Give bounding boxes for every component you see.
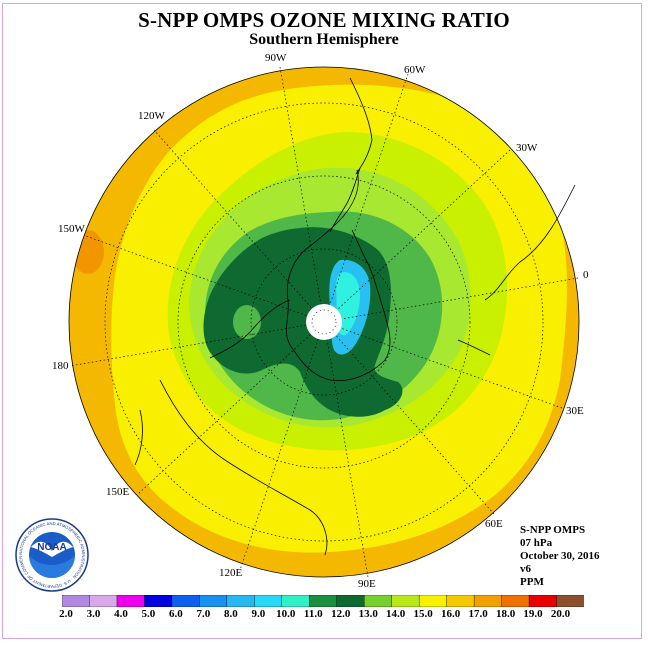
color-bar-swatch [528,595,558,607]
lon-label-0: 0 [583,269,589,281]
color-bar-label: 20.0 [550,608,571,620]
color-bar-label: 7.0 [196,608,211,620]
color-bar-label: 19.0 [523,608,543,620]
color-bar-label: 8.0 [223,608,238,620]
color-bar-swatch [226,595,255,607]
color-bar-swatch [171,595,200,607]
antarctic-peninsula [329,167,361,233]
color-bar-swatch [144,595,173,607]
color-bar-label: 3.0 [86,608,101,620]
lon-label-150w: 150W [58,223,85,235]
color-bar-swatch [254,595,283,607]
color-bar-label: 11.0 [303,608,323,620]
color-bar-label: 12.0 [331,608,351,620]
page-subtitle: Southern Hemisphere [249,31,399,48]
lon-label-30e: 30E [566,405,584,417]
color-bar-swatch [199,595,228,607]
color-bar-label: 10.0 [276,608,296,620]
info-instrument: S-NPP OMPS [520,524,586,536]
color-bar-label: 4.0 [114,608,128,620]
meridian-60w-120e [239,73,409,571]
color-bar-swatch [89,595,118,607]
lon-label-150e: 150E [106,486,130,498]
color-bar-swatch [391,595,420,607]
color-bar-swatch [446,595,475,607]
color-bar [62,595,584,607]
antarctica-coast [209,169,391,382]
color-bar-label: 14.0 [386,608,406,620]
color-bar-swatch [473,595,503,607]
latitude-circle-3 [104,102,544,542]
australia-coast [159,379,328,556]
cyan-region [336,272,360,336]
color-bar-swatch [556,595,584,607]
polar-hole-dots [311,309,337,335]
color-bar-swatch [62,595,90,607]
color-bar-label: 15.0 [413,608,433,620]
latitude-circle-2 [177,175,471,469]
color-bar-labels: 2.0 3.0 4.0 5.0 6.0 7.0 8.0 9.0 10.0 11.0 12.0 13.0… [0,608,648,624]
color-bar-label: 5.0 [141,608,156,620]
color-bar-label: 2.0 [59,608,73,620]
lon-label-180: 180 [52,360,69,372]
noaa-logo: NATIONAL OCEANIC AND ATMOSPHERIC ADMINIS… [14,517,89,592]
info-block: S-NPP OMPS 07 hPa October 30, 2016 v6 PP… [520,524,600,589]
new-zealand-coast [134,409,143,466]
green-inner-patch [233,305,261,339]
polar-data-hole [306,304,342,340]
color-bar-label: 6.0 [169,608,183,620]
latitude-circle-1 [250,248,398,396]
lon-label-60w: 60W [404,64,426,76]
info-level: 07 hPa [520,537,553,549]
color-bar-swatch [309,595,338,607]
page-title: S-NPP OMPS OZONE MIXING RATIO [138,8,510,32]
image-frame [2,3,642,639]
island-coast [457,339,491,356]
info-date: October 30, 2016 [520,550,600,562]
color-bar-label: 13.0 [358,608,378,620]
color-bar-swatch [418,595,448,607]
color-bar-label: 9.0 [251,608,266,620]
color-bar-label: 18.0 [495,608,516,620]
africa-coast [484,184,576,301]
map-disk-outline [68,66,580,578]
color-bar-swatch [501,595,530,607]
lon-label-30w: 30W [516,142,538,154]
color-bar-swatch [281,595,310,607]
info-units: PPM [520,576,544,588]
color-bar-swatch [364,595,393,607]
lon-label-120e: 120E [219,567,243,579]
color-bar-label: 17.0 [468,608,488,620]
color-bar-swatch [116,595,145,607]
lon-label-120w: 120W [138,110,165,122]
lon-label-60e: 60E [485,518,503,530]
lon-label-90e: 90E [358,578,376,590]
coastlines [134,77,576,556]
info-version: v6 [520,563,531,575]
color-bar-swatch [336,595,365,607]
lon-label-90w: 90W [265,52,287,64]
color-bar-label: 16.0 [441,608,461,620]
noaa-logo-text: NOAA [37,542,66,553]
south-america-coast [349,77,373,175]
